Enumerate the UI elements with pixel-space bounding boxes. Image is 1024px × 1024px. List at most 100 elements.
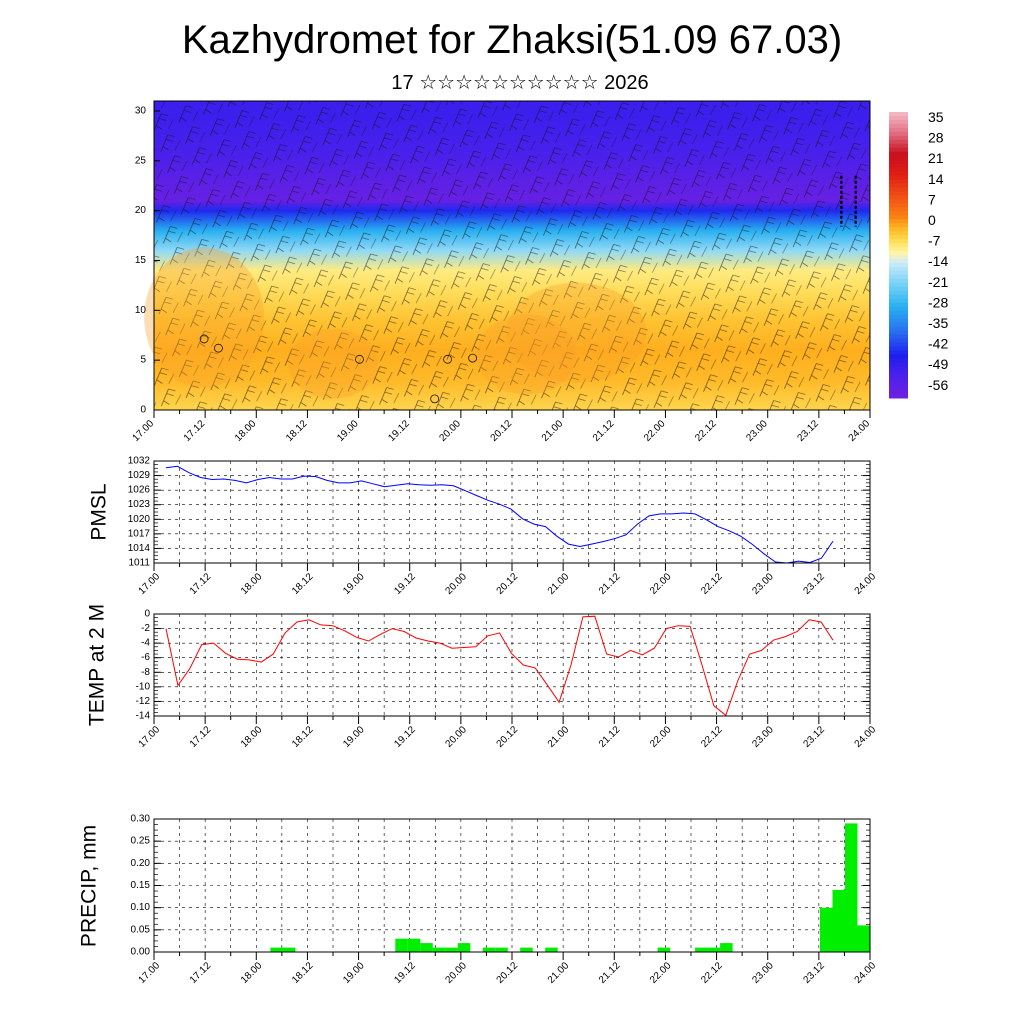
pmsl-xtick-label-12: 23.00 xyxy=(750,571,776,597)
colorbar-swatch-35 xyxy=(889,251,908,256)
precip-bar-19 xyxy=(395,938,408,952)
precip-bar-20 xyxy=(407,938,421,952)
colorbar-label-7: -14 xyxy=(928,253,948,269)
colorbar-swatch-11 xyxy=(889,155,908,161)
precip-xtick-label-2: 18.00 xyxy=(239,960,265,986)
pmsl-xtick-label-3: 18.12 xyxy=(290,571,316,597)
cs-xtick-label-12: 23.00 xyxy=(744,418,770,444)
colorbar-swatch-46 xyxy=(889,294,908,300)
precip-bar-54 xyxy=(832,889,845,952)
colorbar-swatch-18 xyxy=(889,183,908,188)
cs-xtick-label-14: 24.00 xyxy=(847,418,873,444)
cs-xtick-label-6: 20.00 xyxy=(438,418,464,444)
precip-bar-10 xyxy=(282,947,296,952)
colorbar-swatch-50 xyxy=(889,310,908,316)
precip-xtick-label-1: 17.12 xyxy=(188,960,214,986)
precip-grid: 0.00 0.05 0.10 0.15 0.20 0.25 0.30 17.00 17.12 18… xyxy=(131,814,879,986)
precip-bars xyxy=(270,823,870,952)
temp-xtick-label-11: 22.12 xyxy=(699,724,725,750)
precip-xtick-label-9: 21.12 xyxy=(597,960,623,986)
precip-bar-9 xyxy=(270,947,283,952)
temp-xtick-label-0: 17.00 xyxy=(137,724,163,750)
colorbar-swatch-15 xyxy=(889,171,908,177)
temp-xtick-label-7: 20.12 xyxy=(495,724,521,750)
precip-ytick-label-4: 0.20 xyxy=(131,858,151,869)
colorbar-swatch-24 xyxy=(889,207,908,212)
cs-ytick-label-0: 0 xyxy=(140,405,146,416)
temp-axis-title: TEMP at 2 M xyxy=(86,604,109,726)
calm-marker-1 xyxy=(214,343,223,353)
colorbar-swatch-70 xyxy=(889,390,908,395)
colorbar-swatch-9 xyxy=(889,147,908,153)
colorbar-swatch-17 xyxy=(889,179,908,184)
precip-bar-24 xyxy=(457,943,471,952)
pmsl-xtick-label-11: 22.12 xyxy=(699,571,725,597)
temp-xtick-label-8: 21.00 xyxy=(546,724,572,750)
colorbar-swatch-36 xyxy=(889,255,908,260)
colorbar-swatch-5 xyxy=(889,131,908,137)
precip-ytick-label-0: 0.00 xyxy=(131,947,151,958)
cs-xtick-label-9: 21.12 xyxy=(591,418,617,444)
temp-ytick-label-3: -8 xyxy=(141,667,150,678)
colorbar-swatch-71 xyxy=(889,394,908,399)
pmsl-series-line xyxy=(165,465,834,564)
cross-section-markers xyxy=(144,175,857,404)
colorbar-swatch-8 xyxy=(889,143,908,149)
colorbar-swatch-38 xyxy=(889,262,908,268)
colorbar-label-3: 14 xyxy=(928,171,944,187)
cs-xtick-label-3: 18.12 xyxy=(284,418,310,444)
colorbar-swatch-27 xyxy=(889,219,908,224)
cs-ytick-label-4: 20 xyxy=(135,205,147,216)
colorbar-label-13: -56 xyxy=(928,377,948,393)
colorbar-swatch-20 xyxy=(889,191,908,196)
colorbar-swatch-3 xyxy=(889,123,908,129)
cs-ytick-label-1: 5 xyxy=(140,355,146,366)
cs-xtick-label-8: 21.00 xyxy=(540,418,566,444)
temp-xtick-label-4: 19.00 xyxy=(341,724,367,750)
colorbar-swatch-6 xyxy=(889,135,908,141)
precip-xtick-label-8: 21.00 xyxy=(546,960,572,986)
calm-marker-5 xyxy=(430,394,440,404)
pmsl-xtick-label-2: 18.00 xyxy=(239,571,265,597)
temp-xtick-label-5: 19.12 xyxy=(392,724,418,750)
precip-bar-29 xyxy=(520,947,533,952)
warm-core-3 xyxy=(288,328,378,399)
colorbar-swatch-40 xyxy=(889,270,908,276)
colorbar-swatch-57 xyxy=(889,338,908,343)
colorbar-swatch-63 xyxy=(889,362,908,367)
precip-bar-22 xyxy=(432,947,446,952)
colorbar-swatch-12 xyxy=(889,159,908,165)
temp-xtick-label-13: 23.12 xyxy=(802,724,828,750)
colorbar-label-2: 21 xyxy=(928,150,944,166)
temp-panel: -14 -12 -10 -8 -6 -4 -2 0 17.00 17.12 18.00 18.12 19… xyxy=(86,604,879,750)
precip-xtick-label-14: 24.00 xyxy=(853,960,879,986)
colorbar-swatch-42 xyxy=(889,278,908,284)
colorbar-label-9: -28 xyxy=(928,294,948,310)
precip-xtick-label-6: 20.00 xyxy=(444,960,470,986)
precip-xtick-label-12: 23.00 xyxy=(750,960,776,986)
colorbar-swatch-7 xyxy=(889,139,908,145)
colorbar-swatch-53 xyxy=(889,322,908,327)
precip-xtick-label-4: 19.00 xyxy=(341,960,367,986)
pmsl-ytick-label-4: 1023 xyxy=(128,499,151,510)
precip-frame xyxy=(153,818,871,953)
colorbar-label-10: -35 xyxy=(928,315,948,331)
colorbar-swatch-56 xyxy=(889,334,908,339)
temp-ytick-label-7: 0 xyxy=(144,609,150,620)
precip-bar-53 xyxy=(820,907,833,952)
temp-ytick-label-4: -6 xyxy=(141,652,150,663)
colorbar-swatch-30 xyxy=(889,231,908,236)
wind-barbs-overlay xyxy=(154,101,870,410)
colorbar-swatch-51 xyxy=(889,314,908,320)
pmsl-ytick-label-0: 1011 xyxy=(128,558,150,569)
colorbar-swatch-2 xyxy=(889,119,908,125)
colorbar-label-11: -42 xyxy=(928,336,948,352)
cross-section-panel: 0 5 10 15 20 25 30 17.00 17.12 18.00 18.12 19.00 19… xyxy=(131,100,873,444)
precip-axis-title: PRECIP, mm xyxy=(78,825,101,947)
colorbar-swatch-52 xyxy=(889,318,908,324)
colorbar-swatch-41 xyxy=(889,274,908,280)
cs-xtick-label-5: 19.12 xyxy=(386,418,412,444)
colorbar-swatch-44 xyxy=(889,286,908,292)
colorbar-swatch-22 xyxy=(889,199,908,204)
